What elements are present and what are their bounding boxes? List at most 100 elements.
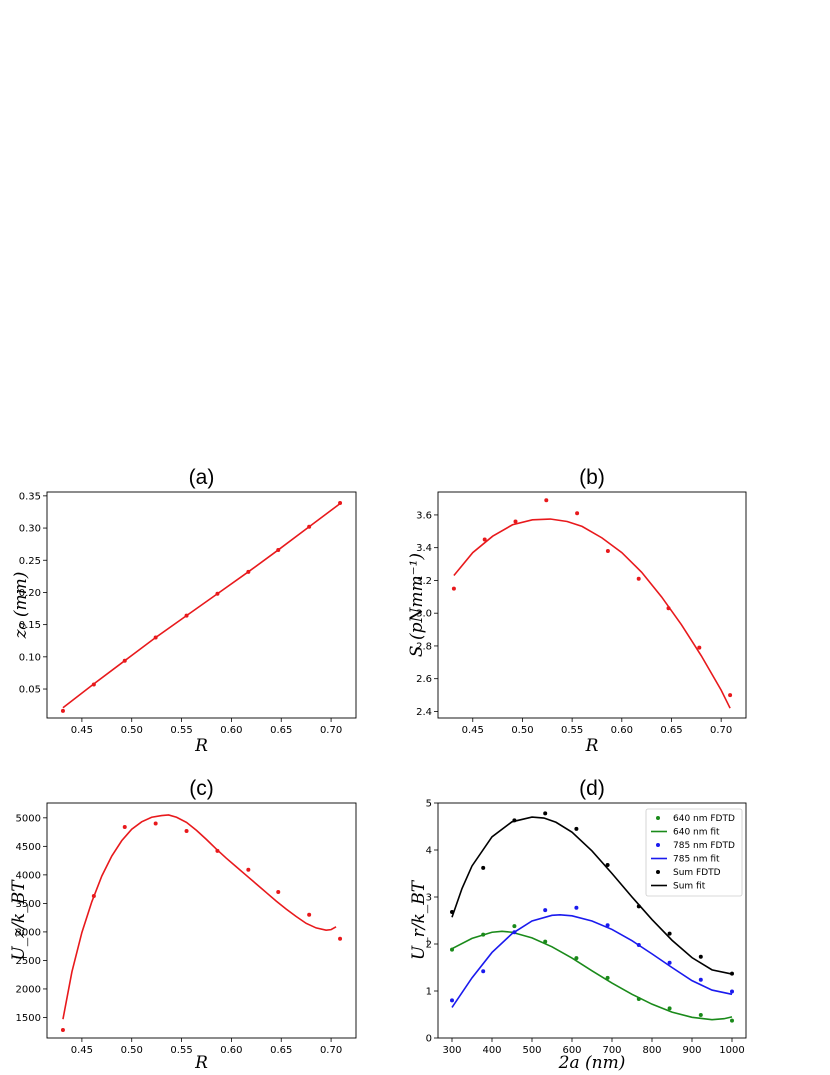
y-tick-label: 0 — [426, 1034, 432, 1045]
y-tick-label: 0.10 — [19, 652, 41, 663]
x-tick-label: 0.60 — [611, 725, 633, 736]
series-line — [62, 814, 337, 1020]
x-tick-label: 0.70 — [320, 1045, 342, 1056]
data-point — [122, 658, 127, 663]
x-tick-label: 600 — [562, 1045, 581, 1056]
y-axis-label: U_z/k_BT — [9, 879, 29, 961]
legend-box — [645, 808, 743, 897]
x-tick-label: 500 — [522, 1045, 541, 1056]
x-tick-label: 1000 — [719, 1045, 744, 1056]
data-point-640-nm-fdtd — [698, 1012, 703, 1017]
data-point — [728, 693, 733, 698]
data-point-640-nm-fdtd — [543, 939, 548, 944]
data-point — [91, 682, 96, 687]
y-tick-label: 0.25 — [19, 556, 41, 567]
y-tick-label: 5000 — [16, 813, 41, 824]
legend-marker — [656, 843, 660, 847]
legend-label: 640 nm fit — [673, 828, 720, 838]
data-point-785-nm-fdtd — [450, 998, 454, 1003]
x-tick-label: 0.65 — [270, 1045, 292, 1056]
data-point-sum-fdtd — [667, 931, 672, 936]
y-tick-label: 4500 — [16, 842, 41, 853]
data-point-sum-fdtd — [481, 865, 486, 870]
legend-label: Sum fit — [673, 882, 706, 892]
y-tick-label: 3500 — [16, 899, 41, 910]
data-point — [60, 1028, 65, 1033]
data-point-785-nm-fdtd — [698, 977, 703, 982]
legend-marker — [656, 816, 660, 820]
y-tick-label: 5 — [426, 799, 432, 810]
data-point-sum-fdtd — [543, 811, 548, 816]
panel-title: (a) — [189, 466, 215, 489]
data-point — [184, 613, 189, 618]
y-tick-label: 0.30 — [19, 524, 41, 535]
data-point — [246, 569, 251, 574]
x-tick-label: 0.65 — [660, 725, 682, 736]
x-tick-label: 800 — [642, 1045, 661, 1056]
data-point — [276, 889, 281, 894]
legend-label: 785 nm FDTD — [673, 841, 735, 851]
data-point-640-nm-fdtd — [512, 924, 517, 929]
y-tick-label: 3000 — [16, 927, 41, 938]
x-tick-label: 0.70 — [710, 725, 732, 736]
data-point — [666, 606, 671, 611]
data-point-640-nm-fdtd — [667, 1006, 672, 1011]
x-tick-label: 0.50 — [511, 725, 533, 736]
legend-marker — [656, 870, 660, 874]
x-tick-label: 700 — [602, 1045, 621, 1056]
plot-area — [60, 500, 343, 713]
panel-title: (c) — [189, 777, 214, 800]
data-point-640-nm-fdtd — [730, 1018, 734, 1023]
panel-title: (b) — [579, 466, 605, 489]
data-point-640-nm-fdtd — [574, 956, 579, 961]
data-point-640-nm-fdtd — [605, 975, 610, 980]
x-tick-label: 0.50 — [121, 1045, 143, 1056]
x-axis-label: R — [585, 736, 599, 756]
data-point — [338, 936, 343, 941]
series-line-640-nm-fit — [451, 930, 733, 1021]
x-tick-label: 0.60 — [220, 1045, 242, 1056]
data-point-sum-fdtd — [574, 826, 579, 831]
data-point-sum-fdtd — [730, 971, 734, 976]
y-tick-label: 4 — [426, 846, 432, 857]
axes-frame — [437, 491, 747, 719]
data-point-sum-fdtd — [512, 818, 517, 823]
y-tick-label: 2.6 — [416, 674, 432, 685]
series-line — [453, 518, 731, 709]
data-point-785-nm-fdtd — [543, 908, 548, 913]
data-point — [276, 547, 281, 552]
y-axis-label: U_r/k_BT — [409, 879, 429, 960]
x-tick-label: 0.45 — [462, 725, 484, 736]
data-point — [307, 524, 312, 529]
x-axis-label: R — [194, 1053, 208, 1073]
data-point-sum-fdtd — [450, 910, 454, 915]
data-point-785-nm-fdtd — [636, 942, 641, 947]
data-point — [153, 821, 158, 826]
y-tick-label: 4000 — [16, 870, 41, 881]
x-tick-label: 900 — [682, 1045, 701, 1056]
y-tick-label: 1 — [426, 987, 432, 998]
x-tick-label: 0.60 — [220, 725, 242, 736]
data-point — [91, 893, 96, 898]
data-point — [482, 537, 487, 542]
y-tick-label: 3.6 — [416, 510, 432, 521]
y-tick-label: 3.4 — [416, 543, 432, 554]
legend-label: 640 nm FDTD — [673, 814, 735, 824]
data-point — [246, 867, 251, 872]
panel-d: (d) 300 400 500 600 700 800 900 1000 0 1 2 3 4 5 2a (nm… — [409, 777, 747, 1073]
y-tick-label: 0.20 — [19, 588, 41, 599]
y-tick-label: 3 — [426, 893, 432, 904]
data-point — [215, 848, 220, 853]
data-point — [575, 511, 580, 516]
data-point — [122, 824, 127, 829]
legend-label: 785 nm fit — [673, 855, 720, 865]
legend-label: Sum FDTD — [673, 868, 721, 878]
y-tick-label: 2.4 — [416, 707, 432, 718]
y-tick-label: 1500 — [16, 1013, 41, 1024]
data-point — [544, 498, 549, 503]
data-point-640-nm-fdtd — [450, 947, 454, 952]
data-point-785-nm-fdtd — [481, 969, 486, 974]
data-point-sum-fdtd — [636, 904, 641, 909]
x-tick-label: 300 — [442, 1045, 461, 1056]
x-tick-label: 400 — [482, 1045, 501, 1056]
